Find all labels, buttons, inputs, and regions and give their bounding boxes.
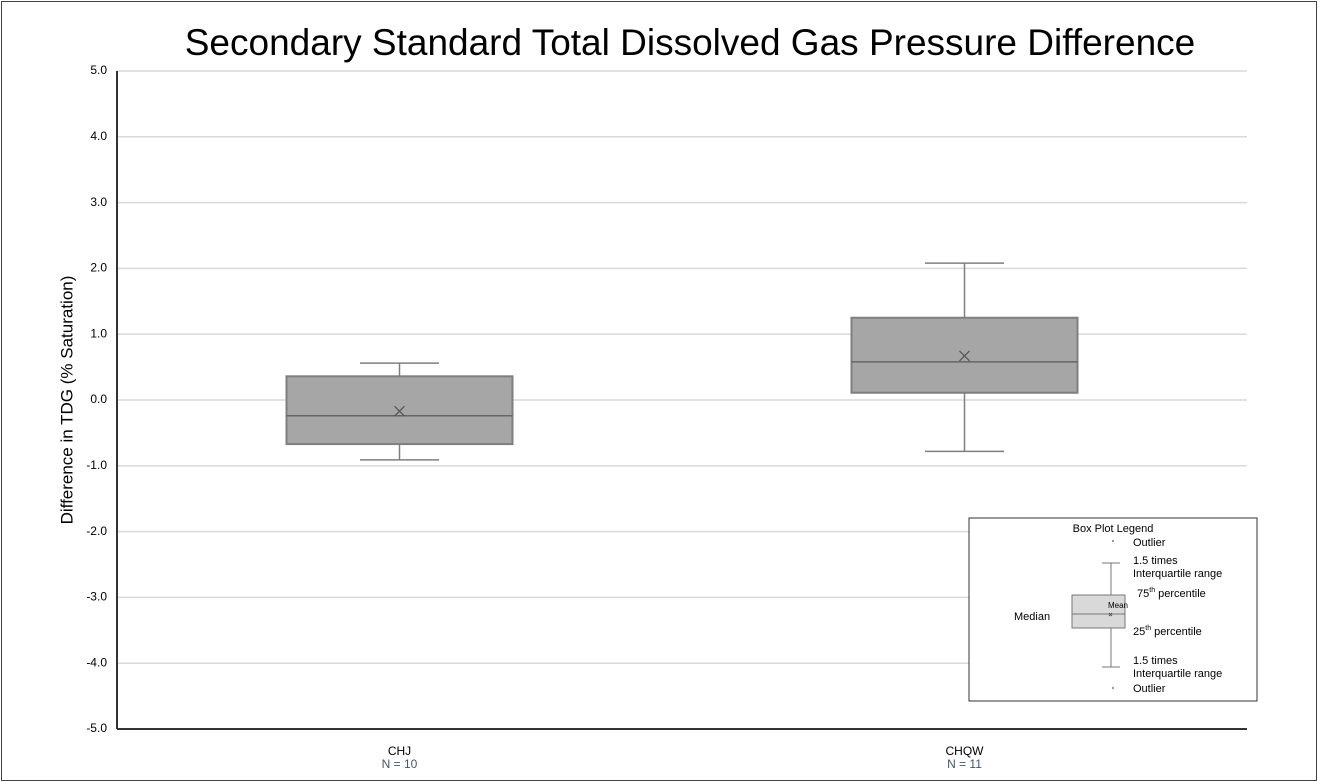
y-tick-label: -4.0 bbox=[86, 655, 107, 669]
legend-whisker-label: Interquartile range bbox=[1133, 568, 1222, 580]
legend-title: Box Plot Legend bbox=[1073, 523, 1154, 535]
legend-outlier-dot bbox=[1112, 540, 1114, 542]
mean-marker bbox=[959, 350, 970, 362]
y-tick-label: 2.0 bbox=[90, 261, 107, 275]
y-tick-label: -1.0 bbox=[86, 458, 107, 472]
legend-percentile-text: percentile bbox=[1158, 588, 1206, 600]
legend-median-label: Median bbox=[1014, 611, 1050, 623]
n-label: N = 10 bbox=[382, 757, 418, 771]
y-tick-label: 3.0 bbox=[90, 195, 107, 209]
legend-outlier: Outlier bbox=[1133, 683, 1166, 695]
y-tick-label: 4.0 bbox=[90, 129, 107, 143]
y-tick-label: -5.0 bbox=[86, 721, 107, 735]
legend-percentile-text: percentile bbox=[1154, 626, 1202, 638]
legend-mean-marker bbox=[1108, 612, 1113, 617]
legend-mean: Mean bbox=[1108, 601, 1128, 610]
y-tick-label: -2.0 bbox=[86, 524, 107, 538]
legend-box bbox=[1071, 594, 1126, 629]
x-tick-label: CHQW bbox=[946, 744, 985, 758]
mean-marker bbox=[394, 405, 405, 417]
n-label: N = 11 bbox=[947, 757, 982, 771]
legend-percentile: 75th percentile bbox=[1137, 587, 1206, 600]
legend-percentile: 25th percentile bbox=[1133, 625, 1202, 638]
y-tick-label: 1.0 bbox=[90, 326, 107, 340]
legend-outlier-dot bbox=[1112, 687, 1114, 689]
y-tick-label: 0.0 bbox=[90, 392, 107, 406]
y-tick-label: -3.0 bbox=[86, 590, 107, 604]
legend-percentile-number: 25 bbox=[1133, 626, 1145, 638]
legend-whisker-label: 1.5 times bbox=[1133, 655, 1178, 667]
legend-percentile-suffix: th bbox=[1149, 587, 1155, 594]
y-axis-label: Difference in TDG (% Saturation) bbox=[57, 276, 76, 525]
legend-whisker-label: Interquartile range bbox=[1133, 668, 1222, 680]
legend-whisker-label: 1.5 times bbox=[1133, 555, 1178, 567]
legend-percentile-number: 75 bbox=[1137, 588, 1149, 600]
y-tick-label: 5.0 bbox=[90, 63, 107, 77]
legend-percentile-suffix: th bbox=[1145, 625, 1151, 632]
box bbox=[285, 375, 514, 446]
x-tick-label: CHJ bbox=[388, 744, 411, 758]
chart-title: Secondary Standard Total Dissolved Gas P… bbox=[185, 22, 1196, 63]
legend-outlier: Outlier bbox=[1133, 537, 1166, 549]
